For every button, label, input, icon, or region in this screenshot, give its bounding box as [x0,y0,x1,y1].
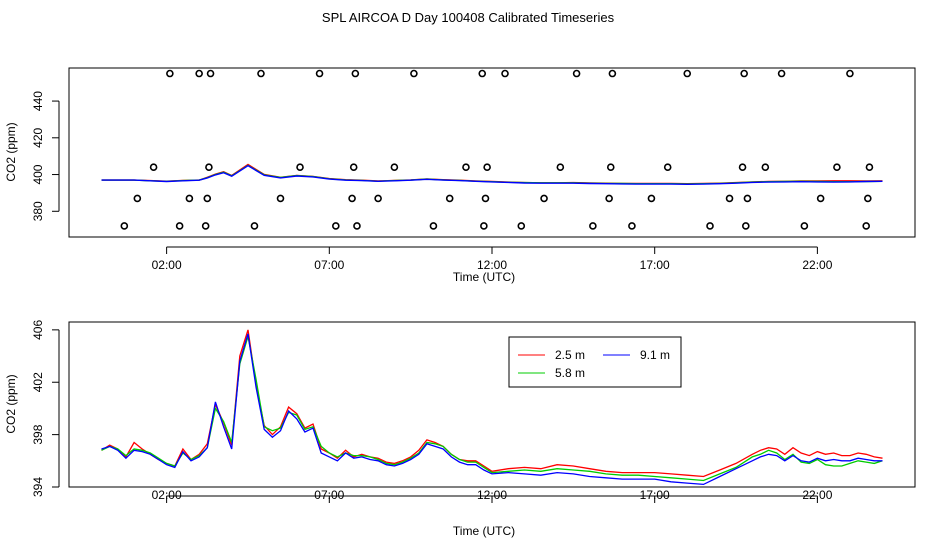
data-point [206,69,215,78]
series-line-9-1-m [101,164,883,186]
data-point [445,194,454,203]
data-point [175,222,184,230]
data-point [120,222,129,230]
x-tick-label: 07:00 [314,258,344,272]
bottom-y-axis-label: CO2 (ppm) [4,374,18,433]
top-x-axis-label: Time (UTC) [453,270,515,284]
data-point [133,194,142,203]
y-tick-label: 406 [31,320,45,340]
top-plot-frame [68,67,916,238]
data-point [816,194,825,203]
data-point [348,194,356,203]
series-line-5-8-m [101,336,883,482]
x-tick-label: 02:00 [152,258,182,272]
x-tick-label: 22:00 [802,258,832,272]
data-point [195,69,203,78]
x-tick-label: 17:00 [640,488,670,502]
x-tick-label: 12:00 [477,488,507,502]
data-point [250,222,259,230]
data-point [332,222,340,230]
y-tick-label: 394 [31,477,45,497]
x-tick-label: 22:00 [802,488,832,502]
data-point [833,163,841,171]
data-point [743,194,752,203]
data-point [462,163,470,171]
data-point [276,194,285,203]
data-point [203,194,212,203]
data-point [201,222,210,230]
data-point [738,163,747,171]
data-point [481,194,490,203]
data-point [501,69,509,78]
bottom-plot-frame [68,321,916,488]
data-point [864,194,872,203]
top-y-axis-label: CO2 (ppm) [4,122,18,181]
x-tick-label: 12:00 [477,258,507,272]
data-point [149,163,158,171]
legend: 2.5 m 5.8 m 9.1 m [508,336,682,388]
data-point [761,163,770,171]
data-point [185,194,194,203]
data-point [517,222,526,230]
legend-label-5-8m: 5.8 m [555,366,585,380]
data-point [589,222,597,230]
data-point [390,163,399,171]
data-point [353,222,361,230]
data-point [205,163,213,171]
series-line-9-1-m [101,333,883,486]
legend-box [508,336,682,388]
top-panel: 02:00 07:00 12:00 17:00 22:00 380 400 420 440 T… [4,67,916,284]
data-point [349,163,358,171]
data-point [740,69,748,78]
data-point [777,69,786,78]
y-tick-label: 402 [31,372,45,392]
legend-label-2-5m: 2.5 m [555,348,585,362]
data-point [483,163,491,171]
data-point [540,194,548,203]
x-tick-label: 02:00 [152,488,182,502]
data-point [374,194,382,203]
y-tick-label: 440 [31,91,45,111]
bottom-panel: 02:00 07:00 12:00 17:00 22:00 394 398 402 406 T… [4,320,916,538]
data-point [846,69,854,78]
data-point [865,163,874,171]
data-point [351,69,360,78]
data-point [608,69,617,78]
bottom-x-axis-label: Time (UTC) [453,524,515,538]
legend-label-9-1m: 9.1 m [640,348,670,362]
data-point [683,69,692,78]
data-point [410,69,418,78]
chart-title: SPL AIRCOA D Day 100408 Calibrated Times… [322,10,615,25]
data-point [296,163,304,171]
data-point [862,222,870,230]
data-point [556,163,565,171]
data-point [257,69,265,78]
y-tick-label: 400 [31,164,45,184]
data-point [572,69,581,78]
x-tick-label: 07:00 [314,488,344,502]
data-point [478,69,487,78]
data-point [663,163,672,171]
data-point [605,194,613,203]
x-tick-label: 17:00 [640,258,670,272]
y-tick-label: 420 [31,127,45,147]
data-point [706,222,714,230]
y-tick-label: 398 [31,424,45,444]
data-point [725,194,734,203]
data-point [800,222,809,230]
data-point [628,222,636,230]
y-tick-label: 380 [31,201,45,221]
data-point [315,69,324,78]
data-point [480,222,488,230]
data-point [166,69,174,78]
series-line-2-5-m [101,329,883,478]
data-point [429,222,438,230]
data-point [647,194,656,203]
data-point [741,222,750,230]
data-point [606,163,615,171]
